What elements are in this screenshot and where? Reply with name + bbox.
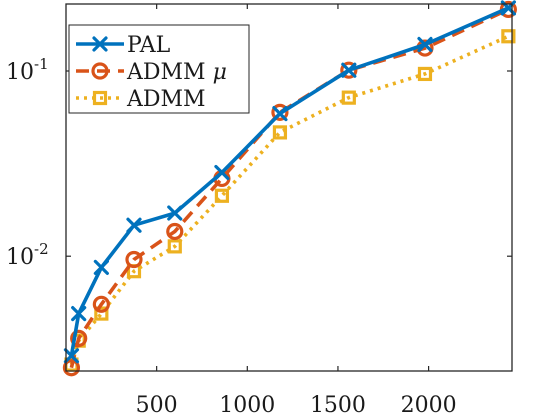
- series-1-point-7: [272, 105, 288, 122]
- series-1-point-2: [71, 305, 87, 322]
- legend-marker-3: [92, 90, 108, 106]
- series-2-point-8: [340, 61, 358, 79]
- y-tick-label-2: 10-1: [6, 55, 49, 85]
- series-2-point-4: [125, 250, 143, 269]
- series-1-point-8: [341, 62, 357, 78]
- y-tick-label-1: 10-2: [6, 240, 49, 270]
- series-3-line: [69, 34, 510, 366]
- x-tick-label-3: 1500: [310, 393, 366, 418]
- plot-frame: [65, 3, 513, 372]
- legend-label-3: ADMM: [126, 87, 206, 112]
- series-2-point-7: [271, 103, 289, 121]
- series-3: [64, 29, 516, 372]
- legend-marker-2: [91, 62, 109, 80]
- x-tick-label-4: 2000: [401, 393, 457, 418]
- x-tick-label-1: 500: [136, 393, 178, 418]
- series-3-point-10: [501, 29, 516, 44]
- ticks-layer: 500 1000 1500 2000 10-2 10-1: [6, 4, 512, 418]
- series-1-point-4: [126, 217, 142, 233]
- series-layer: [62, 0, 517, 377]
- legend-item-2: ADMM μ: [76, 60, 227, 85]
- legend-marker-1: [92, 36, 108, 52]
- series-3-point-9: [417, 66, 433, 82]
- series-3-point-6: [214, 188, 230, 203]
- series-1-point-1: [63, 348, 80, 364]
- series-3-point-7: [272, 125, 288, 140]
- legend-label-1: PAL: [127, 33, 171, 58]
- series-2-point-1: [62, 359, 81, 377]
- series-3-point-8: [341, 90, 356, 105]
- legend-label-2: ADMM μ: [126, 60, 227, 85]
- series-1: [63, 0, 516, 364]
- series-3-point-5: [167, 239, 182, 254]
- series-1-point-9: [417, 36, 433, 53]
- series-3-point-3: [94, 306, 109, 321]
- series-2-point-2: [70, 329, 88, 347]
- series-1-point-6: [214, 164, 230, 181]
- legend-box: [68, 24, 250, 114]
- series-2-line: [69, 7, 510, 369]
- series-1-point-3: [93, 259, 109, 276]
- series-1-point-5: [167, 205, 183, 221]
- series-2-point-5: [166, 222, 184, 241]
- series-2-point-3: [92, 295, 110, 313]
- legend-item-1: PAL: [76, 33, 171, 58]
- x-tick-label-2: 1000: [219, 393, 275, 418]
- series-1-line: [69, 6, 510, 357]
- legend-item-3: ADMM: [76, 87, 206, 112]
